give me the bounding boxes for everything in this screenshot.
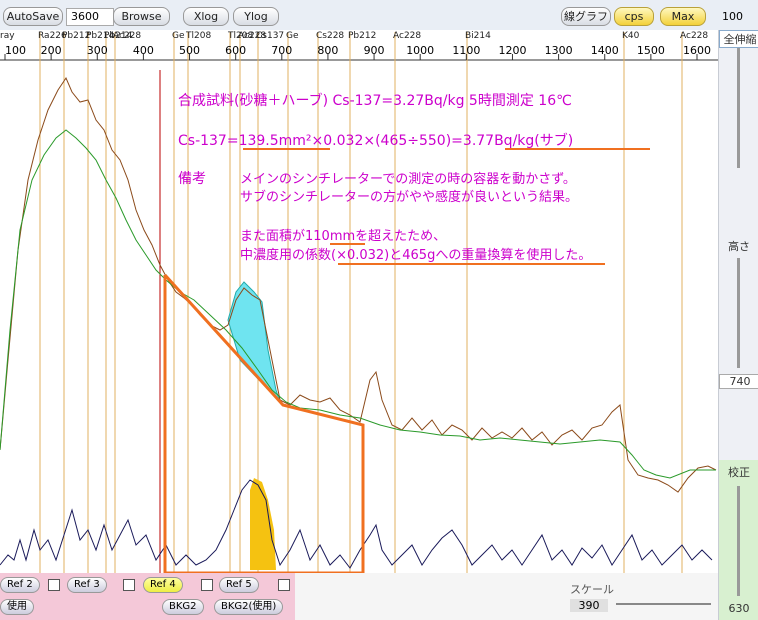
- right-panel: 全伸縮 高さ 740 校正 630: [718, 30, 758, 620]
- calib-value: 630: [728, 602, 750, 615]
- annotation-note: サブのシンチレーターの方がやや感度が良いという結果。: [240, 189, 578, 205]
- ref2-button[interactable]: Ref 2: [0, 577, 40, 593]
- isotope-label: Ac228: [238, 31, 266, 41]
- peak-area-sub: [250, 478, 276, 570]
- annotation-note: 中濃度用の係数(×0.032)と465gへの重量換算を使用した。: [240, 247, 591, 263]
- isotope-label: Ra226: [38, 31, 67, 41]
- x-tick-label: 1600: [683, 44, 711, 57]
- annotation-note-label: 備考: [178, 171, 206, 187]
- annotation-note: メインのシンチレーターでの測定の時の容器を動かさず。: [240, 171, 576, 187]
- isotope-label: Ac228: [113, 31, 141, 41]
- slider[interactable]: [737, 258, 740, 368]
- x-tick-label: 1300: [545, 44, 573, 57]
- scale-slider[interactable]: [616, 603, 711, 605]
- spectrum-sub: [0, 129, 716, 479]
- x-tick-label: 900: [364, 44, 385, 57]
- x-tick-label: 500: [179, 44, 200, 57]
- height-value: 740: [719, 374, 758, 389]
- x-tick-label: 1000: [406, 44, 434, 57]
- isotope-label: Pb212: [348, 31, 376, 41]
- isotope-label: Tl208: [227, 31, 253, 41]
- isotope-label: Pb214: [104, 31, 133, 41]
- x-tick-label: 200: [41, 44, 62, 57]
- toolbar: AutoSave 3600 Browse Xlog Ylog 線グラフ cps …: [0, 0, 758, 31]
- max-button[interactable]: Max: [660, 7, 706, 26]
- x-tick-label: 300: [87, 44, 108, 57]
- ref4-check[interactable]: [201, 579, 213, 591]
- time-field[interactable]: 3600: [66, 8, 114, 26]
- slider[interactable]: [737, 48, 740, 168]
- ref3-button[interactable]: Ref 3: [67, 577, 107, 593]
- x-tick-label: 100: [5, 44, 26, 57]
- isotope-label: Cs137: [256, 31, 284, 41]
- x-tick-label: 800: [317, 44, 338, 57]
- spectrum-diff: [0, 479, 713, 569]
- x-tick-label: 1500: [637, 44, 665, 57]
- roi-outline: [163, 273, 365, 573]
- bkg2-button[interactable]: BKG2: [162, 599, 204, 615]
- ref3-check[interactable]: [123, 579, 135, 591]
- cps-button[interactable]: cps: [614, 7, 654, 26]
- annotation-title: 合成試料(砂糖＋ハーブ) Cs-137=3.27Bq/kg 5時間測定 16℃: [178, 92, 572, 109]
- scale-label: スケール: [570, 583, 614, 596]
- slider[interactable]: [737, 486, 740, 596]
- scale-value: 390: [570, 599, 608, 612]
- isotope-label: Ac228: [680, 31, 708, 41]
- x-tick-label: 400: [133, 44, 154, 57]
- isotope-label: Ac228: [393, 31, 421, 41]
- spectrum-plot: 合成試料(砂糖＋ハーブ) Cs-137=3.27Bq/kg 5時間測定 16℃ …: [0, 30, 718, 573]
- bkg2-use-button[interactable]: BKG2(使用): [214, 599, 284, 615]
- isotope-label: Tl208: [185, 31, 211, 41]
- ref5-check[interactable]: [278, 579, 290, 591]
- browse-button[interactable]: Browse: [113, 7, 170, 26]
- x-tick-label: 600: [225, 44, 246, 57]
- x-tick-label: 1200: [498, 44, 526, 57]
- isotope-label: Ge: [172, 31, 185, 41]
- annotation-note: また面積が110mmを超えたため、: [240, 229, 446, 244]
- plot-background: [0, 30, 718, 573]
- ref4-button[interactable]: Ref 4: [143, 577, 183, 593]
- isotope-label: K40: [622, 31, 640, 41]
- height-label: 高さ: [728, 240, 750, 253]
- use-button[interactable]: 使用: [0, 599, 34, 615]
- isotope-label: Bi214: [465, 31, 491, 41]
- calib-label: 校正: [728, 466, 750, 479]
- x-tick-label: 1400: [591, 44, 619, 57]
- spectrum-main: [0, 76, 717, 493]
- bottom-panel: Ref 2 Ref 3 Ref 4 Ref 5 使用 BKG2 BKG2(使用)…: [0, 573, 718, 620]
- isotope-label: Ge: [286, 31, 299, 41]
- ref5-button[interactable]: Ref 5: [219, 577, 259, 593]
- isotope-label: ray: [0, 31, 15, 41]
- ref2-check[interactable]: [48, 579, 60, 591]
- xlog-button[interactable]: Xlog: [183, 7, 229, 26]
- isotope-label: Cs228: [316, 31, 344, 41]
- autosave-button[interactable]: AutoSave: [3, 7, 63, 26]
- x-tick-label: 700: [271, 44, 292, 57]
- x-tick-label: 1100: [452, 44, 480, 57]
- isotope-label: Pb212: [62, 31, 90, 41]
- annotation-formula: Cs-137=139.5mm²×0.032×(465÷550)=3.77Bq/k…: [178, 132, 573, 149]
- right-top-value: 100: [722, 10, 743, 23]
- isotope-lines: [39, 32, 683, 573]
- zoom-all-label: 全伸縮: [719, 30, 758, 48]
- line-graph-button[interactable]: 線グラフ: [561, 7, 611, 26]
- ylog-button[interactable]: Ylog: [233, 7, 279, 26]
- isotope-label: Pb214: [86, 31, 115, 41]
